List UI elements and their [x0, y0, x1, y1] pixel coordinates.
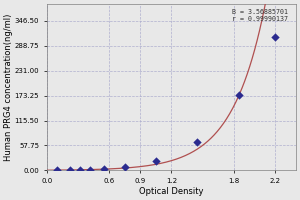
Y-axis label: Human PRG4 concentration(ng/ml): Human PRG4 concentration(ng/ml) — [4, 14, 13, 161]
Point — [195, 141, 200, 144]
Point — [67, 168, 72, 172]
Point — [78, 168, 82, 171]
Point — [55, 169, 60, 172]
Point — [273, 35, 278, 38]
Text: B = 3.56885701
r = 0.99990137: B = 3.56885701 r = 0.99990137 — [232, 9, 288, 22]
Point — [236, 93, 241, 96]
Point — [88, 168, 93, 171]
Point — [101, 167, 106, 171]
X-axis label: Optical Density: Optical Density — [139, 187, 204, 196]
Point — [153, 159, 158, 163]
Point — [122, 165, 127, 169]
